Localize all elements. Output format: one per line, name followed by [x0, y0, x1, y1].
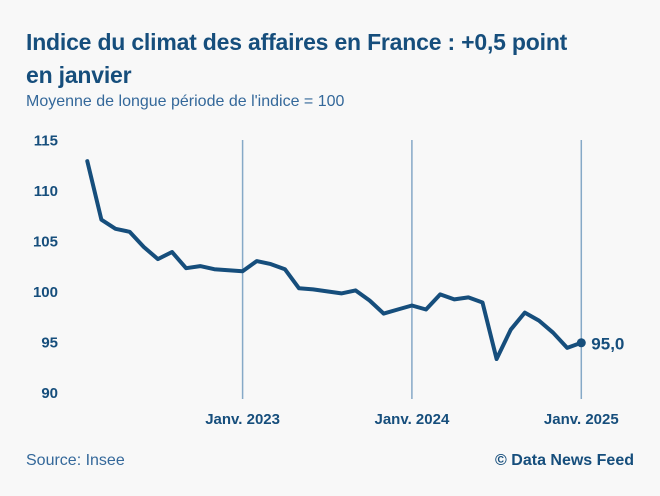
end-value-label: 95,0 — [591, 334, 624, 353]
x-axis-tick-label: Janv. 2025 — [544, 411, 619, 428]
end-point-dot — [576, 338, 586, 348]
x-axis-tick-label: Janv. 2023 — [205, 411, 280, 428]
chart-subtitle: Moyenne de longue période de l'indice = … — [26, 93, 345, 110]
y-axis-tick-label: 100 — [33, 284, 58, 301]
credit-label: © Data News Feed — [495, 452, 634, 469]
y-axis-tick-label: 90 — [41, 385, 58, 402]
y-axis-tick-label: 115 — [34, 133, 58, 150]
y-axis-tick-label: 95 — [41, 334, 58, 351]
y-axis-tick-label: 105 — [33, 233, 58, 250]
source-label: Source: Insee — [26, 452, 125, 469]
index-data-line — [85, 159, 584, 361]
chart-title: Indice du climat des affaires en France … — [26, 29, 568, 88]
x-axis-tick-label: Janv. 2024 — [375, 411, 450, 428]
y-axis-tick-label: 110 — [34, 183, 58, 200]
